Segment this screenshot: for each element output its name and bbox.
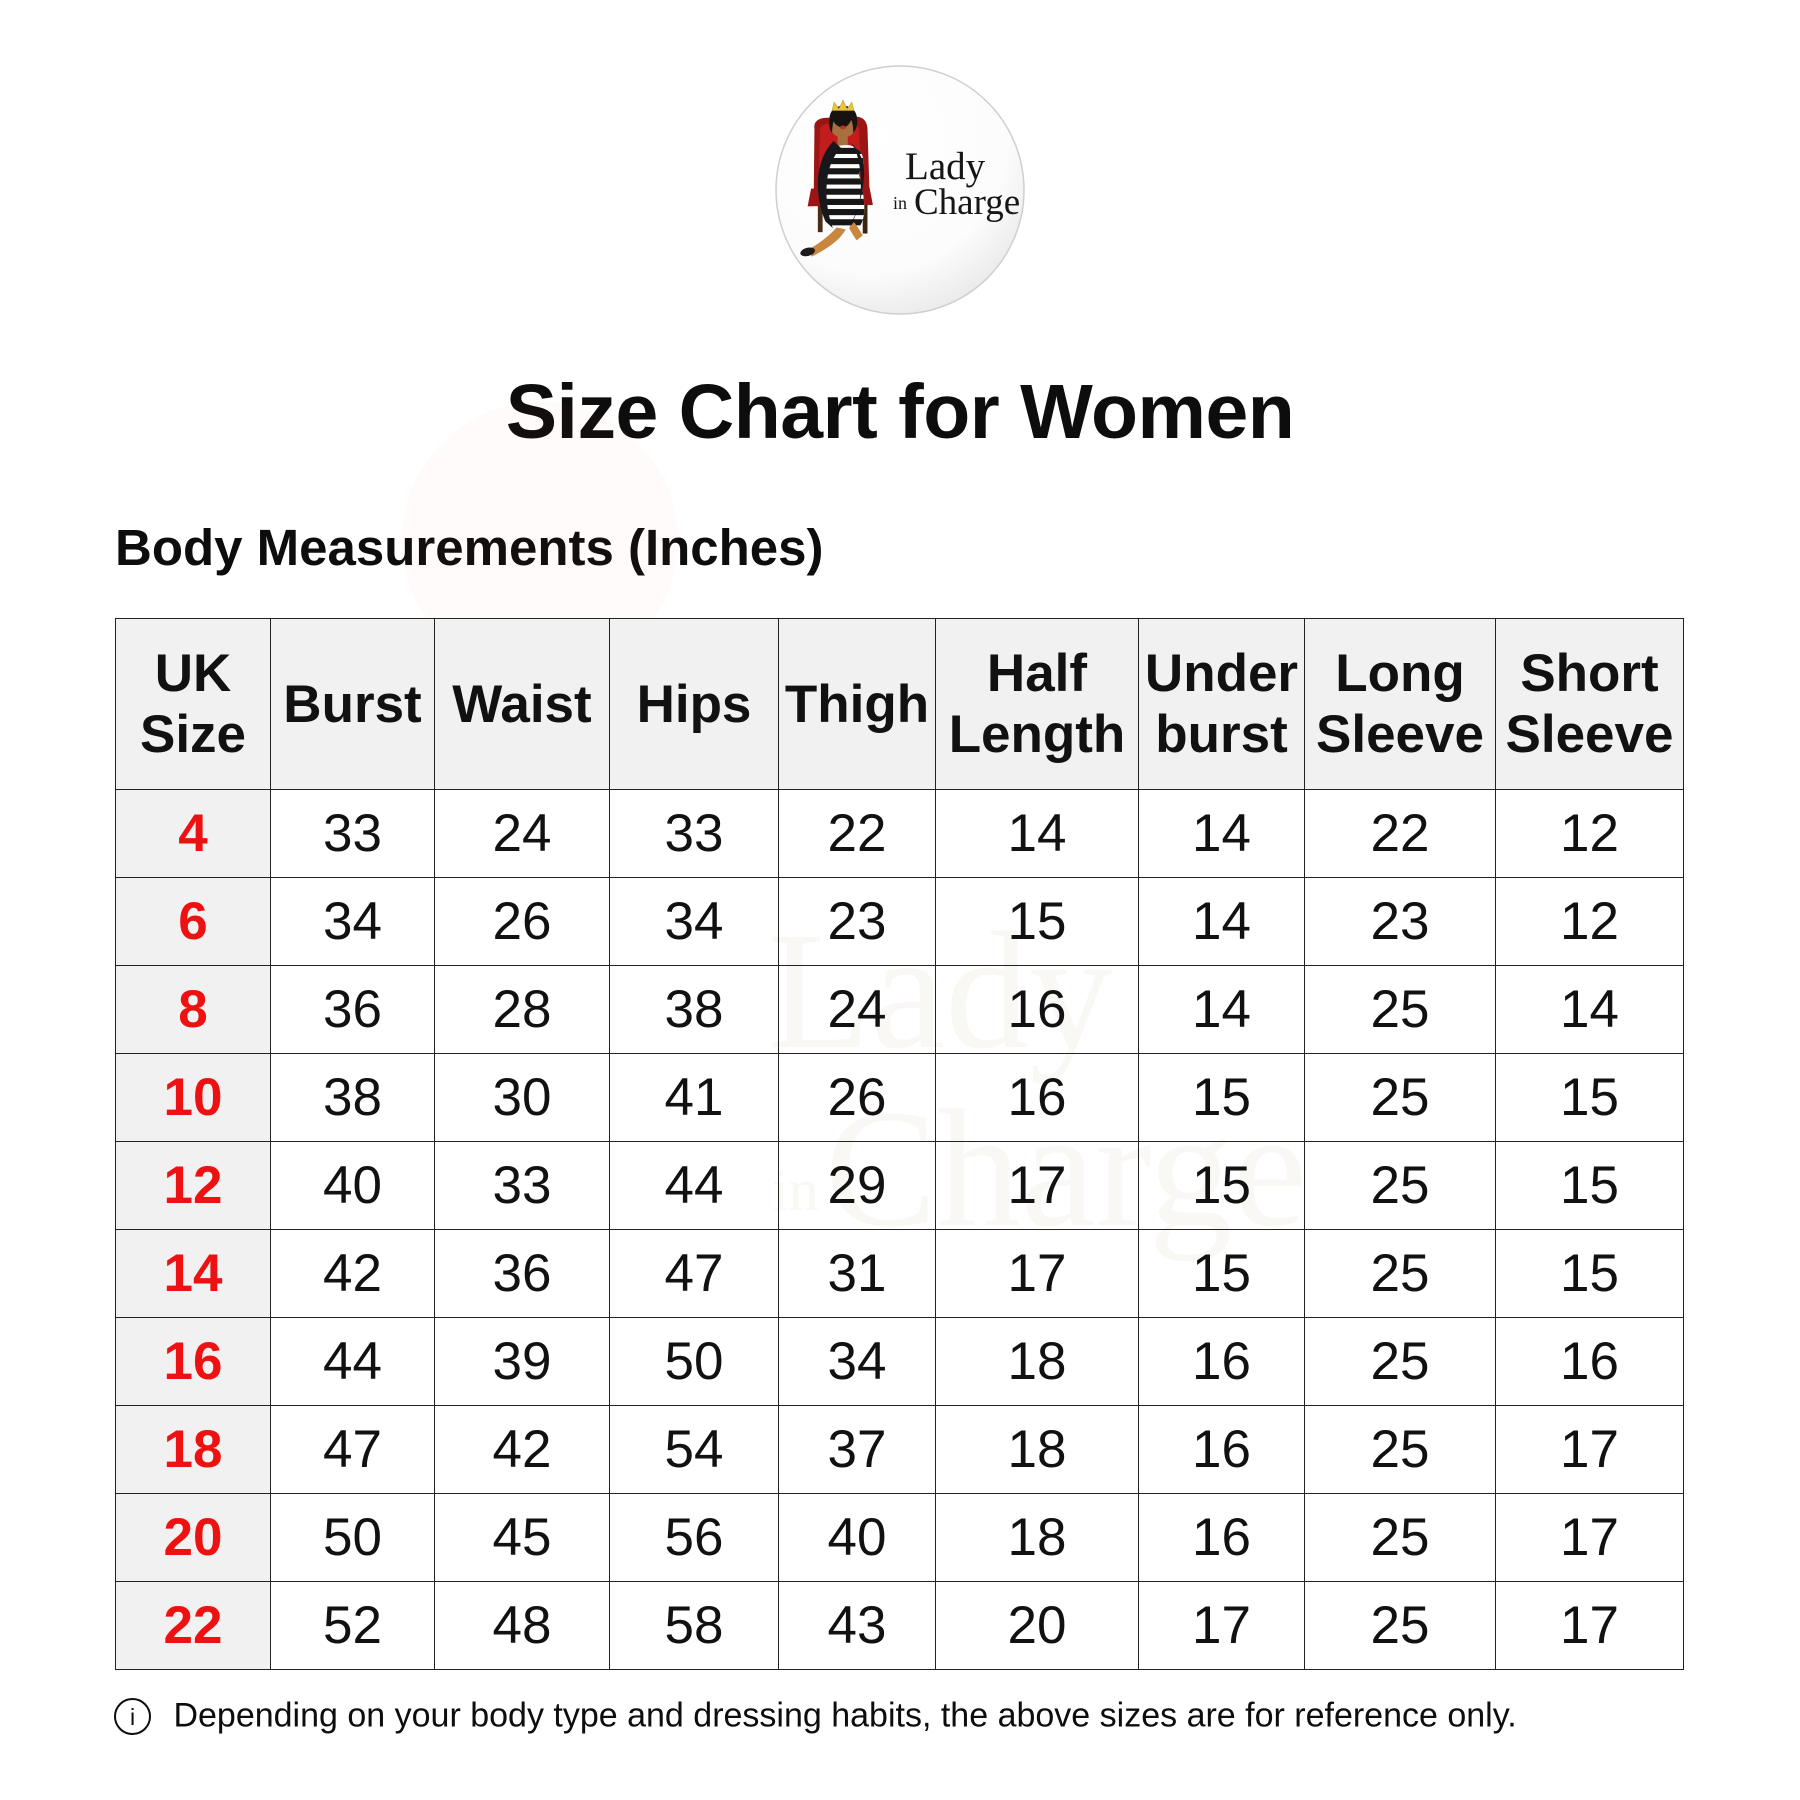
svg-text:in: in [893, 193, 907, 213]
svg-text:Charge: Charge [914, 182, 1020, 223]
